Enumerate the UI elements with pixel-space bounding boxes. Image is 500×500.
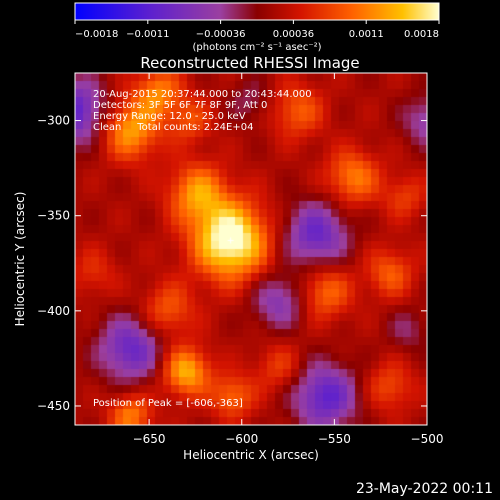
annotation-energy-range: Energy Range: 12.0 - 25.0 keV	[93, 111, 246, 122]
annotation-counts: Clean Total counts: 2.24E+04	[93, 122, 253, 133]
y-tick-label: −300	[37, 114, 70, 128]
colorbar-tick-labels: −0.0018 −0.0011 −0.00036 0.00036 0.0011 0.001…	[75, 29, 439, 40]
colorbar	[74, 2, 440, 21]
annotation-detectors: Detectors: 3F 5F 6F 7F 8F 9F, Att 0	[93, 100, 267, 111]
plot-frame	[74, 72, 428, 426]
y-axis-ticks: −300 −350 −400 −450	[37, 114, 427, 413]
colorbar-tick-label: −0.00036	[196, 29, 246, 40]
x-tick-label: −550	[318, 432, 351, 446]
x-tick-label: −500	[411, 432, 444, 446]
colorbar-tick-label: 0.00036	[273, 29, 314, 40]
colorbar-tick-label: −0.0018	[75, 29, 118, 40]
colorbar-tick-label: 0.0011	[349, 29, 384, 40]
annotation-time-range: 20-Aug-2015 20:37:44.000 to 20:43:44.000	[93, 89, 312, 100]
chart-title: Reconstructed RHESSI Image	[140, 54, 359, 72]
footer-timestamp: 23-May-2022 00:11	[356, 481, 493, 497]
y-tick-label: −350	[37, 209, 70, 223]
y-tick-label: −450	[37, 399, 70, 413]
heatmap-canvas	[75, 73, 427, 425]
x-tick-label: −600	[225, 432, 258, 446]
y-tick-label: −400	[37, 304, 70, 318]
x-tick-label: −650	[133, 432, 166, 446]
colorbar-tick-label: 0.0018	[404, 29, 439, 40]
heatmap	[75, 73, 427, 425]
info-annotations: 20-Aug-2015 20:37:44.000 to 20:43:44.000…	[93, 89, 312, 133]
x-axis-label: Heliocentric X (arcsec)	[183, 448, 319, 462]
y-axis-label: Heliocentric Y (arcsec)	[13, 192, 27, 327]
peak-position-label: Position of Peak = [-606,-363]	[93, 398, 243, 409]
colorbar-ticks	[74, 20, 440, 24]
x-axis-ticks: −650 −600 −550 −500	[133, 73, 444, 446]
colorbar-unit-label: (photons cm⁻² s⁻¹ asec⁻²)	[192, 42, 321, 53]
colorbar-tick-label: −0.0011	[126, 29, 169, 40]
